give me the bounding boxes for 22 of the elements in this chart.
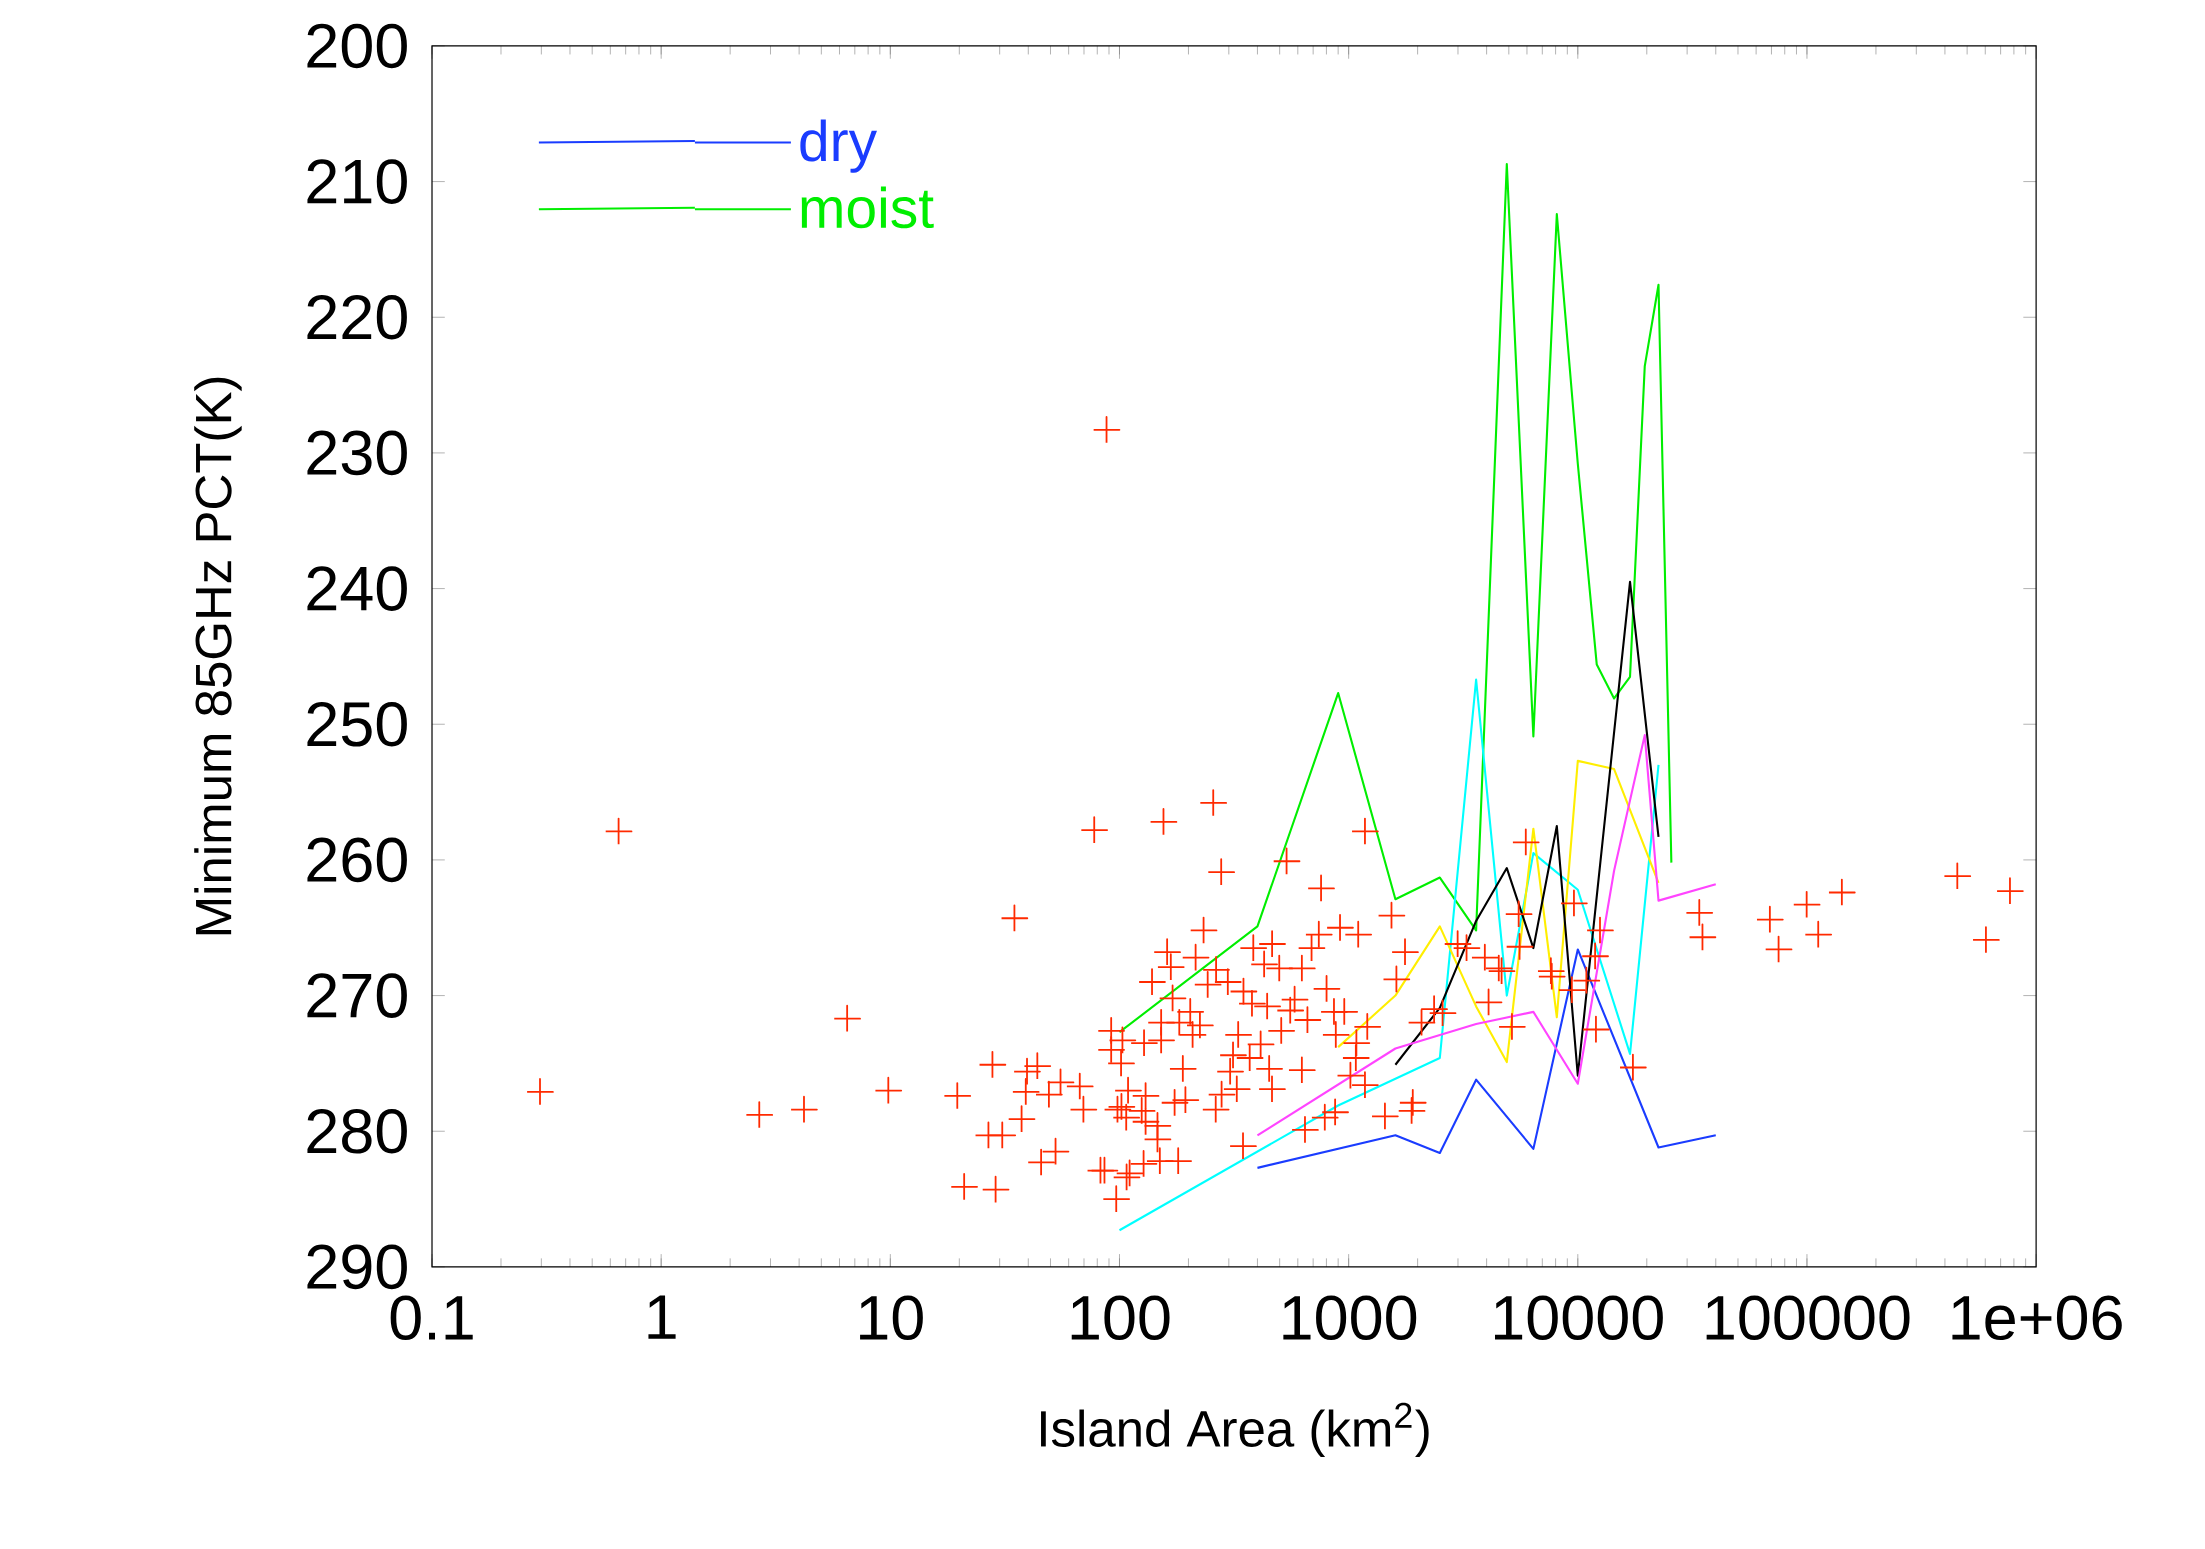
x-tick-label: 100000 <box>1706 1295 1910 1341</box>
x-tick-label: 0.1 <box>390 1295 473 1341</box>
y-tick-label: 270 <box>307 973 407 1018</box>
y-tick-label: 220 <box>307 295 407 340</box>
x-tick-label: 1000 <box>1283 1295 1417 1341</box>
x-tick-label: 10000 <box>1495 1295 1663 1341</box>
y-tick-label: 280 <box>307 1108 407 1154</box>
x-axis-title: Island Area (km$^{2}$) <box>1041 1402 1429 1458</box>
y-tick-label: 250 <box>307 701 407 747</box>
y-axis-title: Minimum 85GHz PCT(K) <box>194 377 242 935</box>
y-tick-label: 240 <box>307 566 407 611</box>
x-tick-label: 1 <box>648 1295 676 1339</box>
legend-label: dry <box>800 119 877 173</box>
x-tick-label: 100 <box>1071 1295 1170 1341</box>
x-tick-label: 10 <box>860 1295 923 1341</box>
y-tick-label: 290 <box>307 1244 407 1290</box>
y-tick-label: 200 <box>307 23 407 69</box>
x-tick-label: 1e+06 <box>1952 1295 2122 1341</box>
legend-label: moist <box>801 186 934 229</box>
y-tick-label: 260 <box>307 837 407 883</box>
y-tick-label: 230 <box>307 430 407 476</box>
y-tick-label: 210 <box>307 159 407 204</box>
